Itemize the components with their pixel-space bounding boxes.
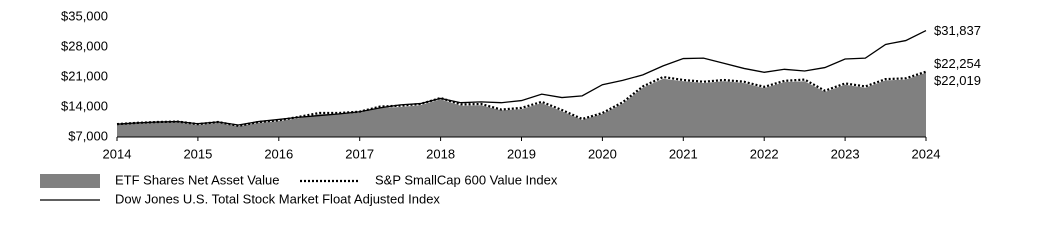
x-tick-label: 2021	[669, 146, 698, 161]
legend-label: Dow Jones U.S. Total Stock Market Float …	[115, 191, 440, 206]
legend-label: ETF Shares Net Asset Value	[115, 172, 280, 187]
y-tick-label: $28,000	[61, 38, 108, 53]
x-tick-label: 2024	[912, 146, 941, 161]
value-label: $31,837	[934, 23, 981, 38]
x-tick-label: 2019	[507, 146, 536, 161]
x-tick-label: 2017	[345, 146, 374, 161]
value-label: $22,254	[934, 56, 981, 71]
legend-swatch	[40, 174, 100, 188]
x-tick-label: 2014	[103, 146, 132, 161]
x-tick-label: 2015	[183, 146, 212, 161]
chart: $7,000 $14,000 $21,000 $28,000 $35,000 2014 20…	[40, 8, 981, 206]
line	[116, 29, 927, 126]
x-tick-label: 2020	[588, 146, 617, 161]
line	[116, 70, 927, 127]
x-tick-label: 2018	[426, 146, 455, 161]
area	[117, 72, 926, 137]
x-tick-label: 2022	[750, 146, 779, 161]
y-tick-label: $7,000	[68, 128, 108, 143]
y-tick-label: $35,000	[61, 8, 108, 23]
value-label: $22,019	[934, 73, 981, 88]
y-tick-label: $14,000	[61, 98, 108, 113]
x-tick-label: 2016	[264, 146, 293, 161]
x-tick-label: 2023	[831, 146, 860, 161]
legend-label: S&P SmallCap 600 Value Index	[375, 172, 558, 187]
y-tick-label: $21,000	[61, 68, 108, 83]
